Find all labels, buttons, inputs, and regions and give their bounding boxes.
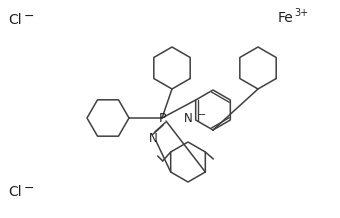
Text: Cl: Cl <box>8 13 22 27</box>
Text: 3+: 3+ <box>294 8 308 18</box>
Text: N: N <box>184 111 193 124</box>
Text: Cl: Cl <box>8 185 22 199</box>
Text: N: N <box>149 131 157 145</box>
Text: P: P <box>158 111 166 124</box>
Text: −: − <box>24 182 34 194</box>
Text: Fe: Fe <box>278 11 294 25</box>
Text: −: − <box>198 110 206 120</box>
Text: −: − <box>24 10 34 22</box>
